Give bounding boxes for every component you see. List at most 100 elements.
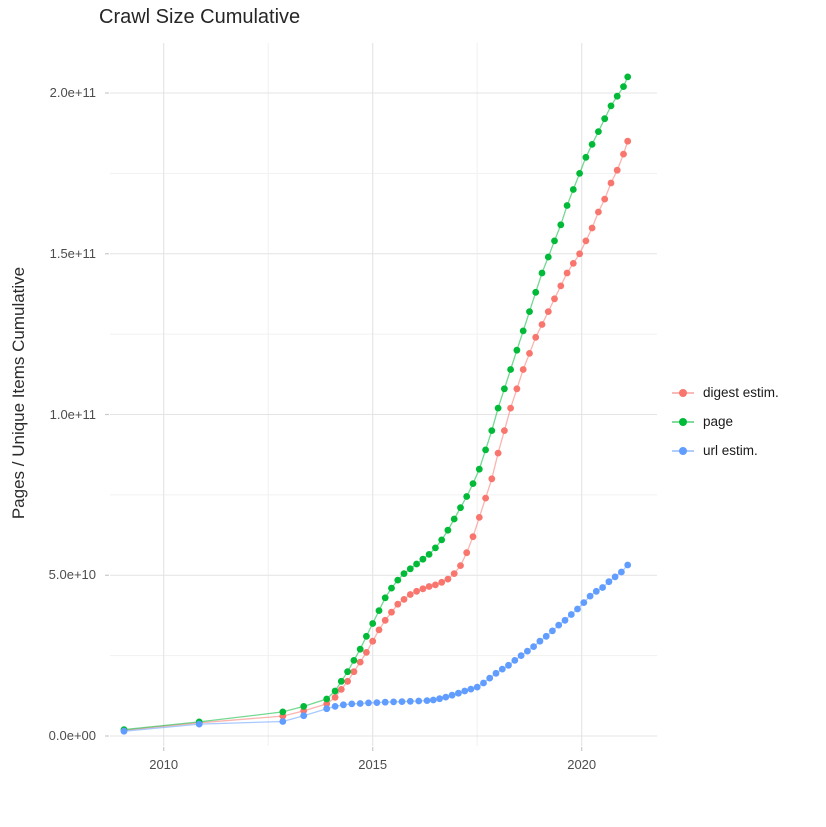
legend-point-icon [671,444,695,458]
legend-entry-page: page [671,407,779,436]
data-point [406,565,414,573]
data-point [300,712,308,720]
data-point [519,327,527,335]
data-point [480,679,487,687]
series-digest-estim [120,137,632,734]
data-point [544,308,552,315]
data-point [279,718,287,725]
data-point [400,570,408,577]
data-point [563,269,571,277]
data-point [530,643,537,650]
data-point [482,446,489,454]
data-point [369,637,377,645]
x-tick-label: 2015 [358,757,388,772]
data-point [432,581,439,589]
data-point [563,202,571,209]
data-point [444,526,452,534]
data-point [467,685,475,693]
x-tick-label: 2020 [567,757,597,772]
data-point [488,427,496,434]
data-point [526,350,533,357]
data-point [356,645,364,653]
data-point [337,677,345,685]
data-point [544,253,552,261]
data-point [419,555,427,563]
data-point [582,153,590,161]
legend-dot-icon [679,417,687,426]
legend-label: page [703,414,734,429]
data-point [569,260,577,267]
data-point [444,575,452,583]
y-tick-label: 1.5e+11 [49,245,96,261]
data-point [356,658,364,666]
data-point [425,551,433,558]
legend-dot-icon [679,446,687,455]
data-point [369,620,377,627]
y-tick-label: 1.0e+11 [49,406,96,422]
data-point [300,703,308,710]
data-point [279,708,287,716]
data-point [350,657,358,664]
data-point [331,703,339,710]
data-point [475,465,483,473]
data-point [461,687,469,695]
data-point [381,616,389,624]
data-point [463,493,471,500]
data-point [574,605,581,613]
data-point [436,695,443,703]
data-point [551,295,558,303]
data-point [538,321,546,328]
data-point [394,576,402,584]
data-point [390,698,397,706]
data-point [607,102,615,110]
data-point [331,694,339,701]
data-point [620,150,627,158]
y-tick-label: 0.0e+00 [48,728,96,743]
data-point [348,700,356,708]
data-point [438,578,446,586]
data-point [501,427,508,434]
data-point [473,683,481,691]
data-point [605,578,613,586]
data-point [588,224,596,232]
data-point [344,668,351,676]
data-point [432,544,439,552]
data-point [569,186,577,193]
data-point [595,128,602,136]
series-page [120,73,632,733]
data-point [513,346,521,354]
data-point [498,665,506,673]
data-point [524,647,531,655]
data-point [365,699,372,707]
data-point [482,494,489,502]
data-point [429,696,437,704]
data-point [363,632,370,640]
data-point [507,404,514,412]
data-point [331,687,339,695]
data-point [419,585,427,593]
data-point [337,686,345,693]
data-point [469,533,477,541]
data-point [618,568,625,576]
data-point [381,698,389,706]
data-point [388,584,395,592]
data-point [532,333,540,341]
data-point [375,607,383,614]
data-point [551,237,558,245]
data-point [438,536,446,544]
data-point [532,288,540,296]
legend-label: url estim. [703,443,758,458]
data-point [513,385,521,393]
y-tick-label: 5.0e+10 [48,567,96,583]
data-point [488,475,496,483]
data-point [613,166,621,174]
data-point [463,549,471,557]
data-point [624,137,632,145]
data-point [381,594,389,602]
data-point [588,141,596,148]
data-point [601,115,609,123]
data-point [624,561,632,569]
data-point [599,584,606,591]
